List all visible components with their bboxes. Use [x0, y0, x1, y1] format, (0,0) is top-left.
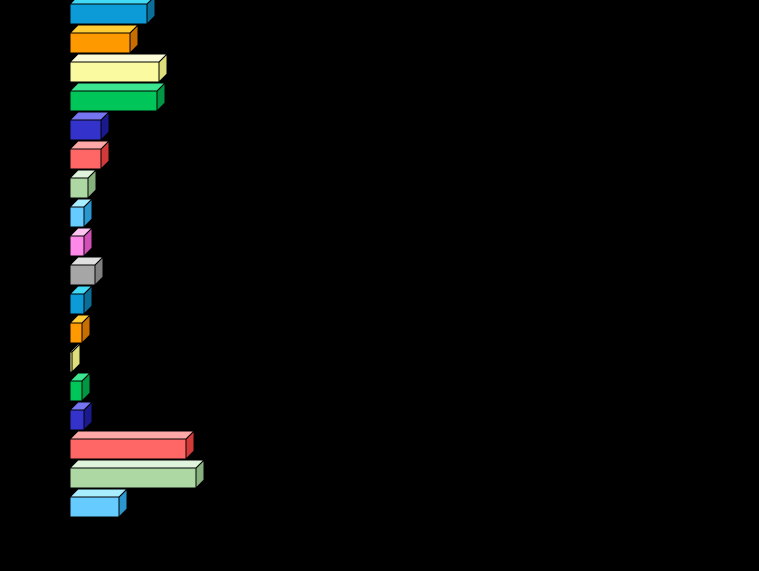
bar-top-face: [68, 285, 94, 295]
bar-top-face: [68, 82, 167, 92]
bar-front-face: [69, 438, 187, 460]
bar-front-face: [69, 32, 131, 54]
bar-12: [68, 313, 92, 345]
bar-3: [68, 52, 169, 84]
bar-top-face: [68, 198, 94, 208]
bar-8: [68, 197, 94, 229]
bar-10: [68, 255, 105, 287]
bar-front-face: [69, 235, 85, 257]
bar-front-face: [69, 293, 85, 315]
bar-13: [68, 342, 82, 374]
bar-front-face: [69, 61, 160, 83]
bar-top-face: [68, 430, 196, 440]
bar-front-face: [69, 3, 148, 25]
bar-front-face: [69, 322, 83, 344]
bar-7: [68, 168, 98, 200]
bar-front-face: [69, 119, 102, 141]
bar-top-face: [68, 140, 111, 150]
bar-top-face: [68, 372, 92, 382]
bar-top-face: [68, 343, 82, 353]
bar-6: [68, 139, 111, 171]
bar-14: [68, 371, 92, 403]
bar-top-face: [68, 111, 111, 121]
bar-front-face: [69, 264, 96, 286]
bar-front-face: [69, 206, 85, 228]
bar-17: [68, 458, 206, 490]
bar-11: [68, 284, 94, 316]
bar-front-face: [69, 467, 197, 489]
bar-top-face: [68, 169, 98, 179]
bar-front-face: [69, 177, 89, 199]
bar-16: [68, 429, 196, 461]
bar-front-face: [69, 148, 102, 170]
bar-top-face: [68, 256, 105, 266]
bar-top-face: [68, 488, 129, 498]
bar-15: [68, 400, 94, 432]
bar-5: [68, 110, 111, 142]
bar-top-face: [68, 227, 94, 237]
bar-18: [68, 487, 129, 519]
bar-9: [68, 226, 94, 258]
bar-front-face: [69, 90, 158, 112]
bar-1: [68, 0, 157, 26]
bar-2: [68, 23, 140, 55]
bar-front-face: [69, 496, 120, 518]
bar-top-face: [68, 401, 94, 411]
bar-side-face: [146, 0, 156, 26]
bar-top-face: [68, 459, 206, 469]
bar-front-face: [69, 380, 83, 402]
bar-top-face: [68, 314, 92, 324]
bar-4: [68, 81, 167, 113]
bar-front-face: [69, 409, 85, 431]
bar-top-face: [68, 0, 152, 5]
bar-top-face: [68, 53, 169, 63]
bar-top-face: [68, 24, 140, 34]
